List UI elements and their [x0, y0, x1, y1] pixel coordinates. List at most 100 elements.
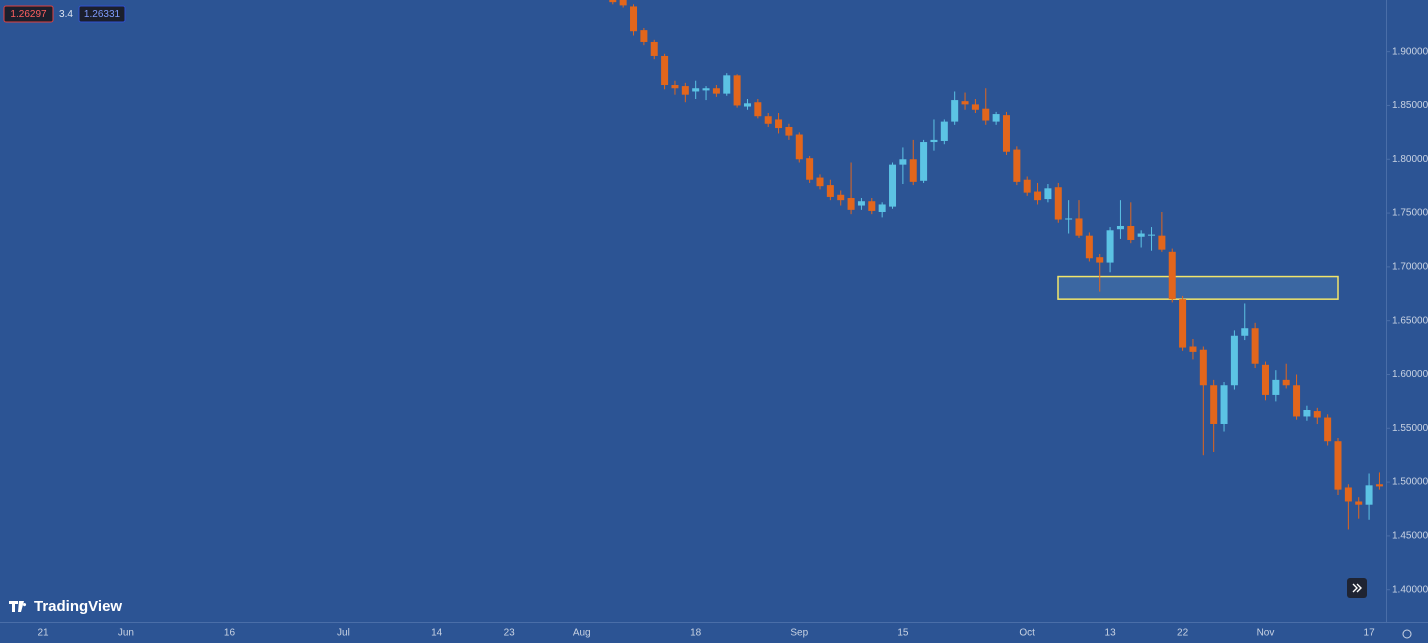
x-tick-label: 16: [224, 628, 236, 639]
candle-body: [1210, 385, 1218, 424]
candle-body: [1261, 364, 1269, 395]
y-tick-label: 1.70000: [1392, 262, 1428, 273]
candle-body: [1241, 328, 1249, 336]
candle-body: [899, 159, 907, 165]
x-tick-label: 18: [690, 628, 702, 639]
y-tick-label: 1.55000: [1392, 423, 1428, 434]
candle-body: [754, 102, 762, 117]
candle-body: [1365, 485, 1373, 505]
candle-body: [992, 114, 1000, 122]
candle-body: [857, 201, 865, 206]
x-tick-label: Oct: [1019, 628, 1035, 639]
y-tick-label: 1.40000: [1392, 584, 1428, 595]
candle-body: [1251, 328, 1259, 364]
candle-body: [1334, 441, 1342, 490]
highlight-zone: [1057, 275, 1339, 300]
y-tick-label: 1.50000: [1392, 477, 1428, 488]
candle-body: [1013, 149, 1021, 182]
y-tick-label: 1.80000: [1392, 154, 1428, 165]
candle-body: [971, 104, 979, 110]
plot-area: [609, 0, 1383, 530]
x-tick-label: Aug: [573, 628, 591, 639]
candle-body: [1137, 233, 1145, 237]
candle-body: [1075, 218, 1083, 236]
candle-body: [1189, 346, 1197, 352]
candle-body: [650, 41, 658, 56]
candle-body: [806, 158, 814, 180]
candle-body: [940, 121, 948, 141]
candle-body: [785, 126, 793, 136]
candle-body: [775, 119, 783, 129]
candle-body: [1023, 179, 1031, 193]
candle-body: [1230, 335, 1238, 386]
candle-body: [630, 6, 638, 32]
candle-body: [1044, 188, 1052, 200]
candle-body: [961, 101, 969, 105]
candle-body: [816, 177, 824, 187]
candle-body: [930, 139, 938, 143]
candle-body: [619, 0, 627, 6]
candle-body: [826, 185, 834, 197]
candle-body: [1065, 218, 1073, 220]
candle-body: [1168, 251, 1176, 300]
candle-body: [723, 75, 731, 94]
candle-body: [1179, 299, 1187, 348]
candle-body: [1324, 417, 1332, 442]
x-tick-label: Jun: [118, 628, 134, 639]
candle-body: [1158, 235, 1166, 250]
candle-body: [1282, 379, 1290, 386]
candle-body: [909, 159, 917, 182]
brand-name: TradingView: [34, 598, 122, 615]
candle-body: [692, 88, 700, 92]
candle-body: [1106, 230, 1114, 263]
settings-icon[interactable]: [1402, 629, 1412, 639]
ask-box[interactable]: [78, 5, 126, 23]
candle-body: [1313, 411, 1321, 418]
x-tick-label: 15: [897, 628, 909, 639]
y-tick-label: 1.60000: [1392, 369, 1428, 380]
y-tick-label: 1.90000: [1392, 46, 1428, 57]
candle-body: [640, 30, 648, 42]
x-tick-label: Jul: [337, 628, 350, 639]
candle-body: [837, 194, 845, 201]
y-tick-label: 1.65000: [1392, 315, 1428, 326]
candle-body: [1002, 115, 1010, 152]
y-tick-label: 1.45000: [1392, 531, 1428, 542]
candle-body: [764, 116, 772, 124]
ask-price[interactable]: 1.26331: [84, 9, 121, 20]
candle-body: [868, 201, 876, 211]
x-tick-label: 13: [1105, 628, 1117, 639]
brand-logo: TradingView: [9, 598, 122, 615]
x-tick-label: 22: [1177, 628, 1189, 639]
candle-body: [702, 88, 710, 91]
candle-body: [1127, 225, 1135, 240]
candle-body: [1034, 191, 1042, 201]
candle-body: [1272, 379, 1280, 395]
candle-body: [982, 108, 990, 121]
bid-box[interactable]: [3, 5, 54, 23]
candle-body: [671, 85, 679, 89]
candle-body: [661, 55, 669, 86]
candle-body: [1375, 484, 1383, 487]
candle-body: [1085, 235, 1093, 259]
scroll-icon[interactable]: [1352, 583, 1362, 593]
candle-body: [1344, 487, 1352, 502]
candle-body: [1199, 349, 1207, 386]
candle-body: [712, 88, 720, 94]
candle-body: [1148, 234, 1156, 236]
bid-price[interactable]: 1.26297: [10, 9, 47, 20]
x-tick-label: Nov: [1257, 628, 1275, 639]
candle-body: [1096, 257, 1104, 263]
candle-body: [609, 0, 617, 3]
x-tick-label: 17: [1364, 628, 1376, 639]
spread: 3.4: [59, 9, 73, 20]
x-tick-label: 23: [504, 628, 516, 639]
candle-body: [1054, 187, 1062, 220]
candle-body: [733, 75, 741, 106]
candle-body: [847, 198, 855, 210]
candle-body: [1293, 385, 1301, 417]
candle-body: [951, 100, 959, 122]
